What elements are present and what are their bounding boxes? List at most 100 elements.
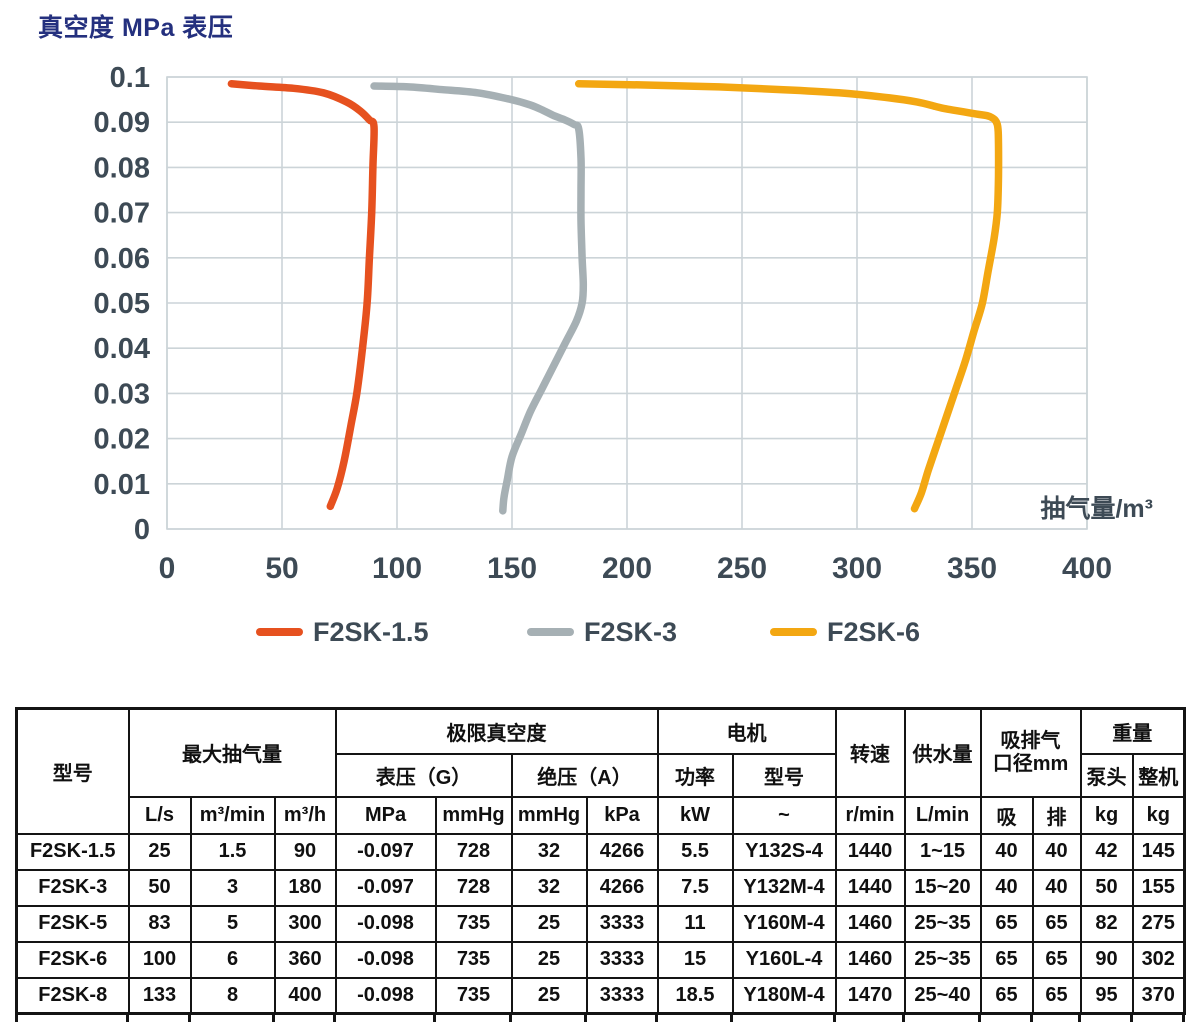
- table-row: F2SK-5 83 5 300 -0.098 735 25 3333 11 Y160M-4 1460…: [15, 904, 1186, 943]
- x-axis-tick-label: 150: [487, 552, 537, 585]
- unit-rmin: r/min: [834, 795, 906, 835]
- cell: 65: [1031, 976, 1082, 1015]
- cell: 40: [979, 832, 1034, 871]
- unit-discharge: 排: [1031, 795, 1082, 835]
- y-axis-tick-label: 0.05: [94, 288, 150, 320]
- cell: 3333: [585, 940, 659, 979]
- cell: Y132S-4: [731, 832, 837, 871]
- cell: 32: [510, 832, 588, 871]
- table-grid-stub: [126, 1013, 129, 1022]
- cell: 42: [1079, 832, 1134, 871]
- table-grid-stub: [433, 1013, 436, 1022]
- cell-model: F2SK-1.5: [15, 832, 130, 871]
- cell: 50: [127, 868, 192, 907]
- cell: 25~40: [903, 976, 982, 1015]
- cell-model: F2SK-5: [15, 904, 130, 943]
- table-grid-stub: [1182, 1013, 1185, 1022]
- cell: 32: [510, 868, 588, 907]
- x-axis-tick-label: 250: [717, 552, 767, 585]
- cell: 65: [979, 940, 1034, 979]
- series-line-F2SK-6: [574, 80, 1003, 513]
- cell: 735: [434, 904, 513, 943]
- x-axis-tick-label: 100: [372, 552, 422, 585]
- legend-item-F2SK-1.5: F2SK-1.5: [256, 612, 429, 652]
- cell: 155: [1131, 868, 1186, 907]
- table-grid-stub: [272, 1013, 275, 1022]
- cell: 1440: [834, 832, 906, 871]
- cell: 370: [1131, 976, 1186, 1015]
- cell: 15~20: [903, 868, 982, 907]
- table-row: F2SK-1.5 25 1.5 90 -0.097 728 32 4266 5.5 Y132S-4…: [15, 832, 1186, 871]
- x-axis-tick-label: 0: [159, 552, 176, 585]
- header-motor: 电机: [656, 707, 837, 755]
- cell: 25~35: [903, 940, 982, 979]
- cell: 6: [189, 940, 276, 979]
- table-row: F2SK-3 50 3 180 -0.097 728 32 4266 7.5 Y132M-4 144…: [15, 868, 1186, 907]
- cell: 1460: [834, 940, 906, 979]
- cell: 133: [127, 976, 192, 1015]
- cell: 50: [1079, 868, 1134, 907]
- table-grid-stub: [509, 1013, 512, 1022]
- cell: 25: [510, 904, 588, 943]
- table-grid-stub: [333, 1013, 336, 1022]
- header-gauge-pressure: 表压（G）: [334, 752, 513, 798]
- table-grid-stub: [584, 1013, 587, 1022]
- cell: 4266: [585, 832, 659, 871]
- series-line-F2SK-3: [370, 82, 588, 515]
- table-grid-stub: [655, 1013, 658, 1022]
- y-axis-tick-label: 0.09: [94, 107, 150, 139]
- y-axis-tick-label: 0.04: [94, 333, 150, 365]
- unit-lmin: L/min: [903, 795, 982, 835]
- y-axis-tick-label: 0.01: [94, 469, 150, 501]
- y-axis-tick-label: 0: [134, 514, 150, 546]
- cell: 4266: [585, 868, 659, 907]
- spec-table-header: 型号 最大抽气量 极限真空度 电机 转速 供水量 吸排气口径mm 重量 表压（G…: [15, 707, 1186, 835]
- x-axis-tick-label: 350: [947, 552, 997, 585]
- cell-model: F2SK-3: [15, 868, 130, 907]
- cell: 180: [273, 868, 337, 907]
- cell: 95: [1079, 976, 1134, 1015]
- cell: 728: [434, 868, 513, 907]
- cell: 728: [434, 832, 513, 871]
- y-axis-tick-label: 0.03: [94, 378, 150, 410]
- table-grid-stub: [1030, 1013, 1033, 1022]
- cell: 145: [1131, 832, 1186, 871]
- legend-swatch: [770, 628, 817, 636]
- chart-title: 真空度 MPa 表压: [38, 14, 234, 42]
- y-axis-tick-label: 0.08: [94, 152, 150, 184]
- cell: 1.5: [189, 832, 276, 871]
- plot-grid: [166, 76, 1088, 530]
- y-axis-tick-label: 0.1: [110, 62, 150, 94]
- cell: -0.098: [334, 940, 437, 979]
- table-grid-stub: [188, 1013, 191, 1022]
- table-row: F2SK-6 100 6 360 -0.098 735 25 3333 15 Y160L-4 146…: [15, 940, 1186, 979]
- x-axis-tick-label: 50: [265, 552, 298, 585]
- cell: 82: [1079, 904, 1134, 943]
- cell: 25: [510, 940, 588, 979]
- unit-motor-tilde: ~: [731, 795, 837, 835]
- cell: 1440: [834, 868, 906, 907]
- spec-table: 型号 最大抽气量 极限真空度 电机 转速 供水量 吸排气口径mm 重量 表压（G…: [15, 707, 1186, 1015]
- cell: 302: [1131, 940, 1186, 979]
- x-axis-tick-label: 400: [1062, 552, 1112, 585]
- header-motor-model: 型号: [731, 752, 837, 798]
- cell: -0.097: [334, 832, 437, 871]
- cell: 65: [1031, 904, 1082, 943]
- cell: 3333: [585, 976, 659, 1015]
- x-axis-tick-label: 200: [602, 552, 652, 585]
- cell-model: F2SK-6: [15, 940, 130, 979]
- cell: 11: [656, 904, 734, 943]
- header-ultimate-vacuum: 极限真空度: [334, 707, 659, 755]
- cell: 100: [127, 940, 192, 979]
- cell: 90: [273, 832, 337, 871]
- cell: Y132M-4: [731, 868, 837, 907]
- legend-item-F2SK-3: F2SK-3: [527, 612, 677, 652]
- table-grid-stub: [833, 1013, 836, 1022]
- cell: 5: [189, 904, 276, 943]
- chart-legend: F2SK-1.5 F2SK-3 F2SK-6: [0, 612, 1200, 652]
- legend-label: F2SK-1.5: [313, 616, 429, 647]
- table-grid-stub: [730, 1013, 733, 1022]
- cell: 360: [273, 940, 337, 979]
- unit-mpa: MPa: [334, 795, 437, 835]
